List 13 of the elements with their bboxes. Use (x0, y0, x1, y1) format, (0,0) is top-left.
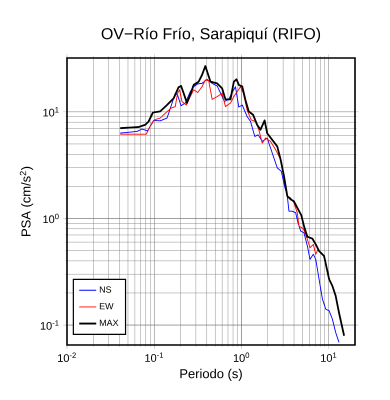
chart-title: OV−Río Frío, Sarapiquí (RIFO) (102, 27, 320, 43)
x-tick-label: 10$^{-2}$ (58, 352, 76, 362)
x-tick-label: 10$^{0}$ (234, 352, 250, 362)
legend-label: MAX (100, 320, 118, 326)
x-tick-label: 10$^{1}$ (321, 352, 336, 362)
y-tick-label: 10$^{1}$ (43, 107, 59, 117)
legend-label: EW (100, 303, 114, 310)
x-axis-title: Periodo (s) (180, 368, 242, 381)
y-axis-title: PSA (cm/s$^{2}$) (20, 166, 34, 236)
x-tick-label: 10$^{-1}$ (145, 352, 164, 362)
legend-label: NS (100, 286, 112, 293)
y-tick-label: 10$^{0}$ (43, 214, 59, 224)
y-tick-label: 10$^{-1}$ (40, 320, 59, 330)
